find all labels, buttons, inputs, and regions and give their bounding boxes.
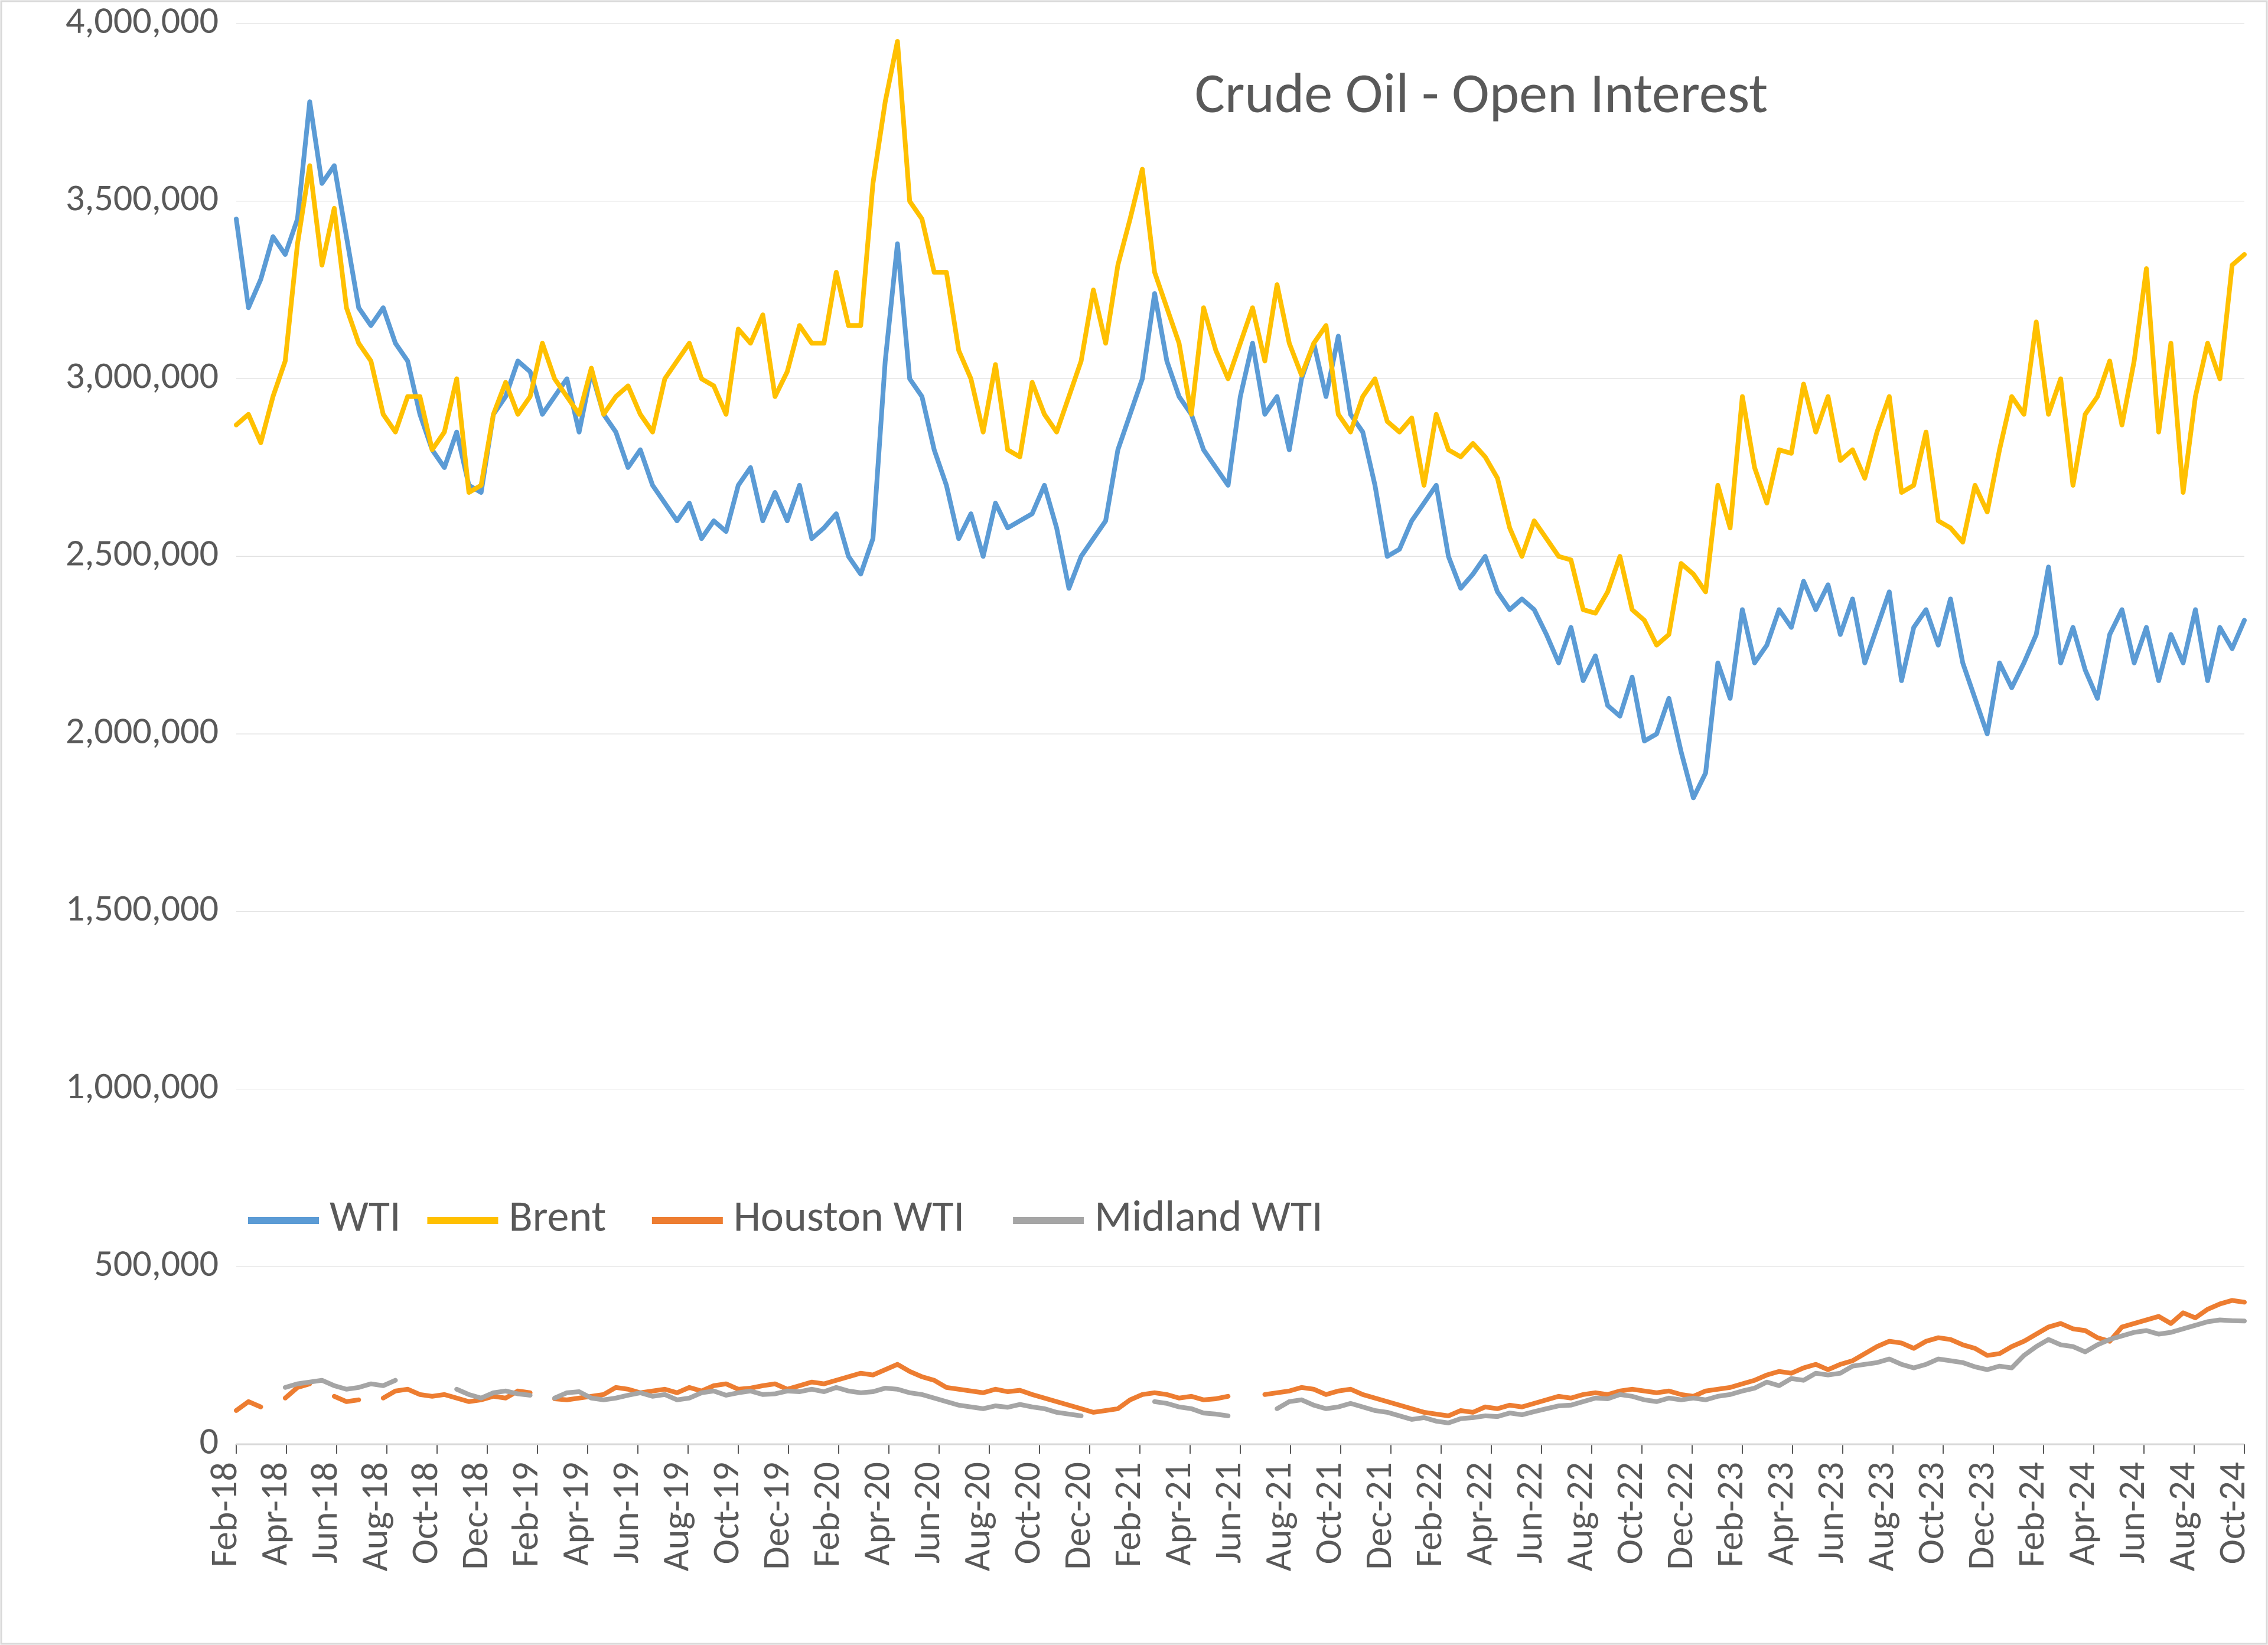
x-axis-tick-label: Feb-18: [201, 1462, 247, 1567]
x-axis-tick-label: Apr-20: [853, 1462, 900, 1566]
x-axis-tick-label: Aug-23: [1858, 1462, 1904, 1571]
x-axis-tick-label: Aug-24: [2159, 1462, 2205, 1571]
y-axis-tick-label: 3,500,000: [66, 175, 219, 221]
x-axis-tick-label: Feb-19: [502, 1462, 548, 1567]
x-axis-tick-label: Apr-19: [552, 1462, 598, 1566]
legend-label-wti: WTI: [330, 1190, 401, 1243]
y-axis-tick-label: 2,000,000: [66, 707, 219, 753]
x-axis-tick-label: Jun-20: [904, 1462, 950, 1564]
y-axis-tick-label: 0: [200, 1418, 219, 1464]
y-axis-tick-label: 4,000,000: [66, 0, 219, 43]
legend-label-brent: Brent: [509, 1190, 606, 1243]
x-axis-tick-label: Dec-23: [1958, 1462, 2004, 1570]
x-axis-tick-label: Oct-24: [2209, 1462, 2255, 1564]
x-axis-tick-label: Aug-18: [351, 1462, 397, 1571]
x-axis-tick-label: Apr-23: [1757, 1462, 1803, 1566]
line-chart: 0 500,000 1,000,000 1,500,000 2,000,000 2,500…: [0, 0, 2268, 1645]
y-axis-tick-label: 3,000,000: [66, 352, 219, 399]
x-axis-tick-label: Dec-18: [452, 1462, 498, 1570]
series-line-midland-wti: [285, 1320, 2244, 1423]
x-axis-tick-label: Feb-22: [1406, 1462, 1452, 1567]
x-axis-tick-label: Jun-18: [301, 1462, 347, 1564]
x-axis-tick-label: Dec-21: [1355, 1462, 1402, 1570]
x-axis-tick-label: Apr-22: [1456, 1462, 1502, 1566]
x-axis-tick-label: Aug-21: [1255, 1462, 1301, 1571]
series-line-brent: [236, 41, 2244, 645]
x-axis-tick-label: Jun-24: [2109, 1462, 2155, 1564]
x-axis-tick-label: Dec-19: [753, 1462, 799, 1570]
y-axis-tick-label: 1,000,000: [66, 1063, 219, 1109]
x-axis-tick-label: Jun-23: [1807, 1462, 1853, 1564]
x-axis-tick-label: Feb-24: [2008, 1462, 2054, 1567]
x-axis-tick-label: Jun-22: [1506, 1462, 1552, 1564]
x-axis-tick-label: Dec-20: [1054, 1462, 1100, 1570]
x-axis-tick-label: Oct-21: [1305, 1462, 1351, 1564]
x-axis-tick-label: Aug-22: [1556, 1462, 1602, 1571]
y-axis-tick-label: 500,000: [94, 1241, 219, 1287]
x-axis-tick-label: Dec-22: [1657, 1462, 1703, 1570]
x-axis-tick-label: Oct-19: [703, 1462, 749, 1564]
x-axis-tick-label: Oct-20: [1004, 1462, 1050, 1564]
x-axis-tick-label: Jun-19: [602, 1462, 649, 1564]
x-axis-tick-label: Apr-24: [2058, 1462, 2104, 1566]
x-axis-tick-label: Apr-18: [251, 1462, 297, 1566]
x-axis-tick-label: Feb-23: [1707, 1462, 1753, 1567]
legend-label-houston-wti: Houston WTI: [734, 1190, 964, 1243]
x-axis-tick-label: Aug-20: [954, 1462, 1000, 1571]
x-axis-tick-label: Apr-21: [1155, 1462, 1201, 1566]
x-axis-tick-label: Jun-21: [1205, 1462, 1251, 1564]
x-axis-tick-label: Oct-23: [1908, 1462, 1954, 1564]
x-axis-tick-label: Feb-20: [803, 1462, 849, 1567]
y-axis-tick-label: 2,500,000: [66, 530, 219, 576]
legend-label-midland-wti: Midland WTI: [1094, 1190, 1323, 1243]
x-axis-tick-label: Oct-22: [1606, 1462, 1653, 1564]
y-axis-tick-label: 1,500,000: [66, 885, 219, 931]
x-axis-tick-label: Oct-18: [402, 1462, 448, 1564]
x-axis-tick-label: Feb-21: [1104, 1462, 1151, 1567]
x-axis-tick-label: Aug-19: [653, 1462, 699, 1571]
series-line-wti: [236, 102, 2244, 798]
chart-title: Crude Oil - Open Interest: [1195, 58, 1768, 128]
